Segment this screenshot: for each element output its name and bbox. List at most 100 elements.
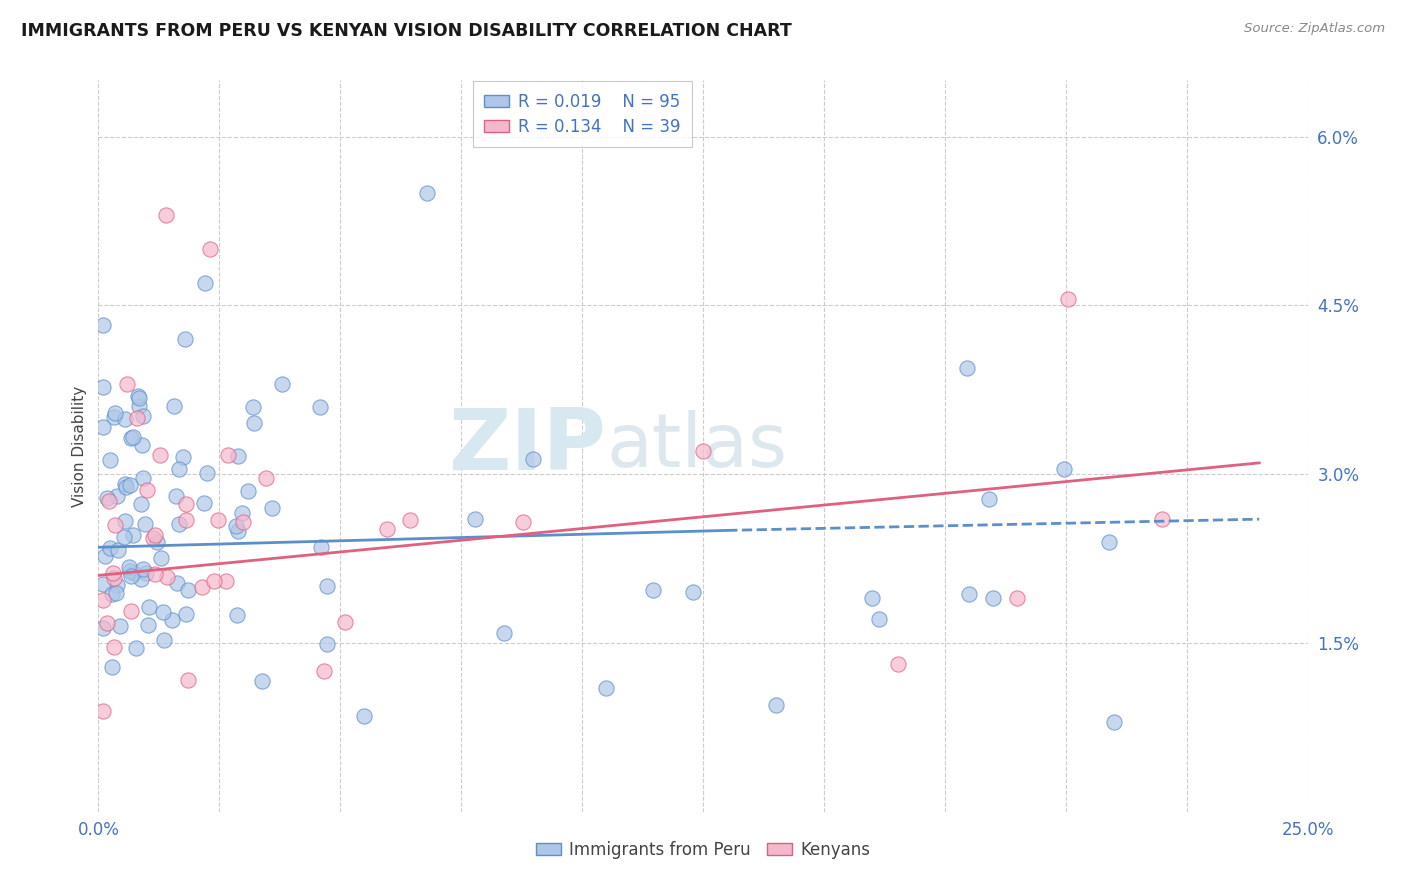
Point <box>96 615 118 630</box>
Point <box>91 318 114 332</box>
Point <box>981 591 1004 605</box>
Point <box>682 585 704 599</box>
Point <box>190 580 212 594</box>
Point <box>136 618 159 632</box>
Point <box>104 406 127 420</box>
Point <box>202 574 225 589</box>
Point <box>309 540 332 554</box>
Point <box>114 412 136 426</box>
Point <box>114 514 136 528</box>
Point <box>314 664 336 678</box>
Point <box>114 477 136 491</box>
Point <box>492 625 515 640</box>
Point <box>118 559 141 574</box>
Point <box>156 570 179 584</box>
Point <box>101 587 124 601</box>
Point <box>98 453 121 467</box>
Point <box>146 534 169 549</box>
Point <box>104 517 127 532</box>
Point <box>416 186 439 200</box>
Point <box>869 612 891 626</box>
Point <box>117 377 139 392</box>
Point <box>1007 591 1029 605</box>
Point <box>316 578 339 592</box>
Point <box>177 583 200 598</box>
Point <box>128 391 150 405</box>
Point <box>242 417 264 431</box>
Point <box>692 444 714 458</box>
Point <box>94 549 117 563</box>
Point <box>127 410 149 425</box>
Point <box>236 483 259 498</box>
Point <box>105 578 128 592</box>
Point <box>1152 512 1174 526</box>
Point <box>91 704 114 718</box>
Point <box>174 332 197 346</box>
Point <box>1098 535 1121 549</box>
Text: IMMIGRANTS FROM PERU VS KENYAN VISION DISABILITY CORRELATION CHART: IMMIGRANTS FROM PERU VS KENYAN VISION DI… <box>21 22 792 40</box>
Point <box>105 586 128 600</box>
Point <box>132 409 155 424</box>
Point <box>375 522 398 536</box>
Point <box>595 681 617 695</box>
Point <box>765 698 787 712</box>
Point <box>91 380 114 394</box>
Point <box>103 640 125 655</box>
Text: Source: ZipAtlas.com: Source: ZipAtlas.com <box>1244 22 1385 36</box>
Point <box>131 572 153 586</box>
Point <box>152 605 174 619</box>
Point <box>860 591 883 605</box>
Point <box>217 448 239 462</box>
Point <box>250 673 273 688</box>
Point <box>120 431 142 445</box>
Point <box>193 495 215 509</box>
Point <box>174 513 197 527</box>
Point <box>98 494 121 508</box>
Point <box>215 574 238 588</box>
Point <box>1102 714 1125 729</box>
Point <box>399 513 422 527</box>
Point <box>262 501 284 516</box>
Point <box>1053 461 1076 475</box>
Point <box>643 583 665 598</box>
Point <box>177 673 200 687</box>
Y-axis label: Vision Disability: Vision Disability <box>72 385 87 507</box>
Point <box>165 489 187 503</box>
Point <box>98 541 121 555</box>
Point <box>172 450 194 464</box>
Point <box>149 551 172 566</box>
Point <box>225 519 247 533</box>
Point <box>91 592 114 607</box>
Point <box>315 637 337 651</box>
Point <box>464 512 486 526</box>
Point <box>977 491 1000 506</box>
Point <box>522 452 544 467</box>
Point <box>100 660 122 674</box>
Point <box>103 572 125 586</box>
Point <box>118 478 141 492</box>
Point <box>1056 292 1078 306</box>
Point <box>153 632 176 647</box>
Text: ZIP: ZIP <box>449 404 606 488</box>
Point <box>91 419 114 434</box>
Point <box>194 276 217 290</box>
Point <box>195 466 218 480</box>
Point <box>120 564 142 578</box>
Point <box>131 438 153 452</box>
Point <box>309 400 332 414</box>
Point <box>135 566 157 581</box>
Point <box>198 242 221 256</box>
Point <box>107 543 129 558</box>
Point <box>128 399 150 413</box>
Point <box>138 600 160 615</box>
Point <box>207 512 229 526</box>
Point <box>226 607 249 622</box>
Point <box>122 430 145 444</box>
Point <box>136 483 159 498</box>
Point <box>142 532 165 546</box>
Point <box>91 621 114 635</box>
Point <box>120 569 142 583</box>
Point <box>103 566 125 580</box>
Point <box>512 515 534 529</box>
Point <box>91 576 114 591</box>
